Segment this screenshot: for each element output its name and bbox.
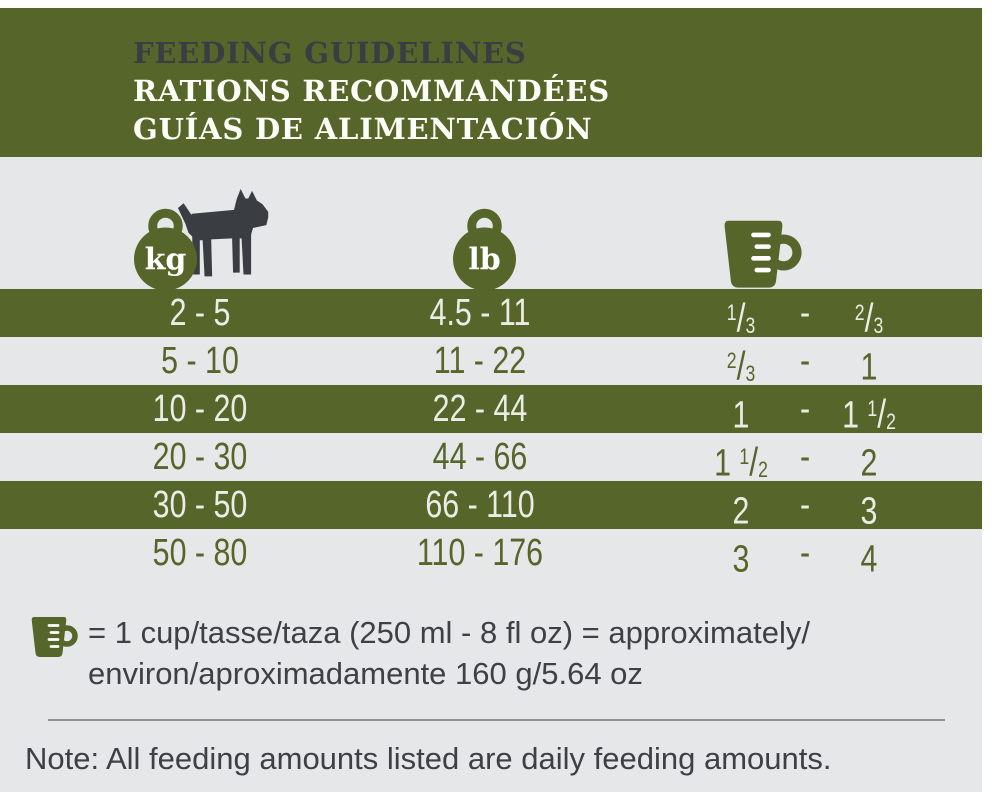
daily-feeding-note: Note: All feeding amounts listed are dai… <box>25 741 832 776</box>
dog-icon <box>177 189 269 277</box>
cup-range: 1 - 1 1/2 <box>693 385 917 437</box>
cup-range-high: 1 1/2 <box>842 392 896 437</box>
weight-lb-value: 4.5 - 11 <box>429 292 531 334</box>
cup-range-low: 1 <box>732 394 750 437</box>
feeding-guidelines-panel: FEEDING GUIDELINES RATIONS RECOMMANDÉES … <box>0 8 982 792</box>
cup-range-low: 2/3 <box>726 344 756 389</box>
cup-definition-line2: environ/aproximadamente 160 g/5.64 oz <box>88 656 643 691</box>
cup-range: 2/3 - 1 <box>693 337 917 389</box>
table-row: 2 - 5 4.5 - 11 1/3 - 2/3 <box>0 289 982 341</box>
weight-lb-value: 44 - 66 <box>432 436 528 478</box>
range-dash: - <box>799 484 811 526</box>
range-dash: - <box>799 436 811 478</box>
weight-kg-value: 2 - 5 <box>169 292 231 334</box>
title-spanish: GUÍAS DE ALIMENTACIÓN <box>133 112 593 146</box>
cup-range-low: 3 <box>732 538 750 581</box>
kg-weight-and-dog-icon: kg <box>134 189 269 291</box>
cup-range-low: 1 1/2 <box>714 440 768 485</box>
range-dash: - <box>799 532 811 574</box>
cup-range-high: 1 <box>860 346 878 389</box>
table-row: 5 - 10 11 - 22 2/3 - 1 <box>0 337 982 389</box>
table-row: 10 - 20 22 - 44 1 - 1 1/2 <box>0 385 982 437</box>
cup-range-high: 2/3 <box>854 296 884 341</box>
cup-definition-note: = 1 cup/tasse/taza (250 ml - 8 fl oz) = … <box>88 612 968 694</box>
cup-range-high: 4 <box>860 538 878 581</box>
weight-kg-value: 50 - 80 <box>152 532 248 574</box>
weight-lb-value: 66 - 110 <box>425 484 535 526</box>
table-row: 20 - 30 44 - 66 1 1/2 - 2 <box>0 433 982 485</box>
measuring-cup-icon <box>724 220 802 288</box>
cup-range-low: 2 <box>732 490 750 533</box>
weight-kg-value: 30 - 50 <box>152 484 248 526</box>
weight-lb-value: 11 - 22 <box>433 340 527 382</box>
kg-label: kg <box>145 243 187 278</box>
range-dash: - <box>799 292 811 334</box>
lb-label: lb <box>468 243 500 278</box>
cup-range-high: 2 <box>860 442 878 485</box>
weight-lb-value: 22 - 44 <box>432 388 528 430</box>
weight-lb-value: 110 - 176 <box>416 532 544 574</box>
cup-range-low: 1/3 <box>726 296 756 341</box>
weight-kg-value: 5 - 10 <box>161 340 239 382</box>
table-row: 30 - 50 66 - 110 2 - 3 <box>0 481 982 533</box>
cup-range: 1 1/2 - 2 <box>693 433 917 485</box>
cup-range-high: 3 <box>860 490 878 533</box>
table-row: 50 - 80 110 - 176 3 - 4 <box>0 529 982 581</box>
weight-kg-value: 10 - 20 <box>152 388 248 430</box>
title-english: FEEDING GUIDELINES <box>133 36 527 70</box>
title-french: RATIONS RECOMMANDÉES <box>133 74 611 108</box>
cup-definition-line1: = 1 cup/tasse/taza (250 ml - 8 fl oz) = … <box>88 615 810 650</box>
cup-range: 2 - 3 <box>693 481 917 533</box>
divider-line <box>48 719 945 721</box>
lb-weight-icon: lb <box>453 208 516 291</box>
header-band: FEEDING GUIDELINES RATIONS RECOMMANDÉES … <box>0 8 982 157</box>
cup-range: 3 - 4 <box>693 529 917 581</box>
kg-weight-icon: kg <box>134 208 197 291</box>
range-dash: - <box>799 340 811 382</box>
range-dash: - <box>799 388 811 430</box>
cup-range: 1/3 - 2/3 <box>693 289 917 341</box>
weight-kg-value: 20 - 30 <box>152 436 248 478</box>
measuring-cup-small-icon <box>26 616 78 659</box>
